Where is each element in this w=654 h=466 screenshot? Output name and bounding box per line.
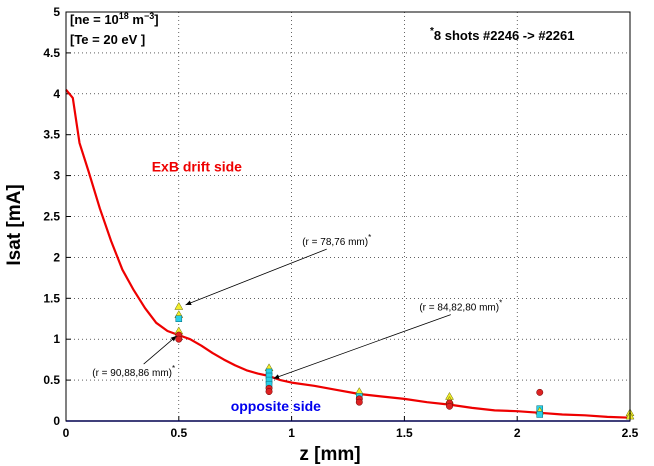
ne-label: [ne = 1018 m−3] [70, 11, 159, 27]
x-tick-label: 0 [63, 426, 70, 440]
annotation-label: (r = 78,76 mm)* [302, 233, 371, 248]
y-axis-ticks: 0 0.5 1 1.5 2 2.5 3 3.5 4 4.5 5 [43, 5, 71, 428]
series-label-exb-drift-side: ExB drift side [152, 159, 242, 175]
data-point [536, 388, 544, 396]
y-tick-label: 4.5 [43, 46, 60, 60]
plot-frame [65, 11, 631, 422]
y-tick-label: 2.5 [43, 210, 60, 224]
y-axis-label: Isat [mA] [4, 184, 25, 265]
y-tick-label: 4 [53, 87, 60, 101]
data-point [265, 388, 273, 396]
plot-background [66, 12, 630, 421]
data-point [175, 335, 183, 343]
data-point [175, 315, 183, 322]
info-box: [ne = 1018 m−3] [Te = 20 eV ] [70, 11, 159, 47]
x-tick-label: 1 [288, 426, 295, 440]
x-tick-label: 2.5 [622, 426, 639, 440]
annotations: (r = 78,76 mm)* (r = 84,82,80 mm)* (r = 90… [92, 159, 502, 415]
scatter-points [174, 301, 635, 420]
y-tick-label: 3.5 [43, 128, 60, 142]
te-label: [Te = 20 eV ] [70, 32, 145, 47]
data-point [355, 398, 363, 406]
data-point [174, 301, 184, 310]
y-tick-label: 1.5 [43, 291, 60, 305]
annotation-arrow [185, 248, 327, 306]
y-tick-label: 2 [53, 250, 60, 264]
x-axis-ticks: 0 0.5 1 1.5 2 2.5 [63, 416, 639, 440]
series-label-opposite-side: opposite side [231, 398, 321, 414]
y-tick-label: 3 [53, 169, 60, 183]
annotation-arrow [273, 314, 451, 379]
shots-label: *8 shots #2246 -> #2261 [430, 26, 574, 43]
x-tick-label: 2 [514, 426, 521, 440]
data-point [446, 402, 453, 410]
y-tick-label: 0 [53, 414, 60, 428]
series-line-exb-drift-side [65, 88, 631, 419]
x-tick-label: 1.5 [396, 426, 413, 440]
y-tick-label: 0.5 [43, 373, 60, 387]
annotation-arrow [143, 335, 177, 365]
annotation-label: (r = 90,88,86 mm)* [92, 364, 175, 379]
x-axis-label: z [mm] [299, 444, 360, 465]
annotation-label: (r = 84,82,80 mm)* [419, 299, 502, 314]
y-tick-label: 1 [53, 332, 60, 346]
y-tick-label: 5 [53, 5, 60, 19]
x-tick-label: 0.5 [170, 426, 187, 440]
data-point [536, 411, 544, 418]
